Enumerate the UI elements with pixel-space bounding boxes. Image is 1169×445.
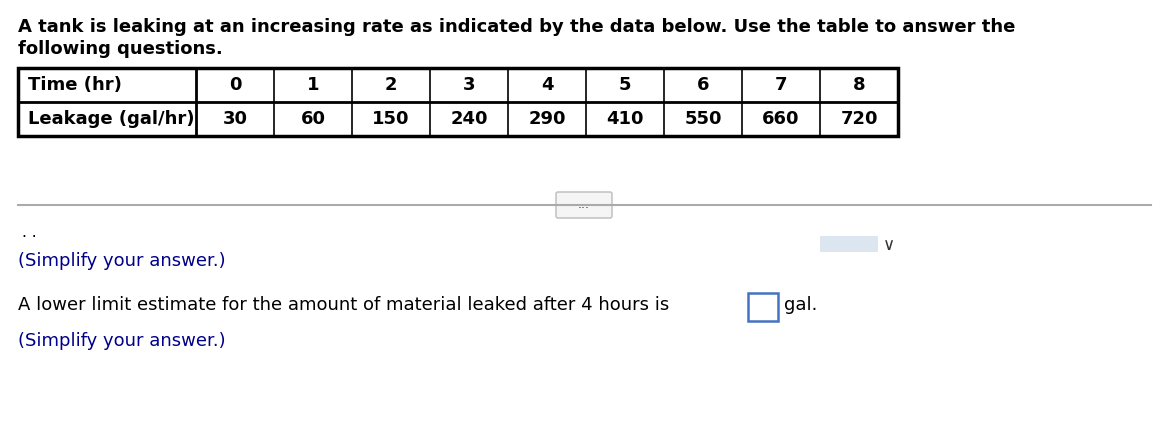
- Text: 720: 720: [841, 110, 878, 128]
- Text: 3: 3: [463, 76, 476, 94]
- Text: 150: 150: [372, 110, 410, 128]
- Text: ...: ...: [577, 198, 590, 211]
- Text: 5: 5: [618, 76, 631, 94]
- Text: 6: 6: [697, 76, 710, 94]
- Text: ∨: ∨: [883, 236, 895, 254]
- FancyBboxPatch shape: [556, 192, 613, 218]
- Text: 550: 550: [684, 110, 721, 128]
- Bar: [748, 293, 779, 321]
- Text: A lower limit estimate for the amount of material leaked after 4 hours is: A lower limit estimate for the amount of…: [18, 296, 669, 314]
- Text: 2: 2: [385, 76, 397, 94]
- Text: Leakage (gal/hr): Leakage (gal/hr): [28, 110, 194, 128]
- Text: Time (hr): Time (hr): [28, 76, 122, 94]
- Text: 1: 1: [306, 76, 319, 94]
- Text: 30: 30: [222, 110, 248, 128]
- Text: . .: . .: [22, 225, 36, 240]
- Text: A tank is leaking at an increasing rate as indicated by the data below. Use the : A tank is leaking at an increasing rate …: [18, 18, 1016, 36]
- Text: 7: 7: [775, 76, 787, 94]
- Text: 4: 4: [541, 76, 553, 94]
- Text: (Simplify your answer.): (Simplify your answer.): [18, 252, 226, 270]
- Text: following questions.: following questions.: [18, 40, 223, 58]
- Text: gal.: gal.: [784, 296, 817, 314]
- Text: 0: 0: [229, 76, 241, 94]
- Text: 240: 240: [450, 110, 487, 128]
- Text: (Simplify your answer.): (Simplify your answer.): [18, 332, 226, 350]
- Text: 8: 8: [852, 76, 865, 94]
- Bar: [18, 68, 898, 136]
- Text: 60: 60: [300, 110, 325, 128]
- Text: 290: 290: [528, 110, 566, 128]
- Text: 410: 410: [607, 110, 644, 128]
- Text: 660: 660: [762, 110, 800, 128]
- Bar: [819, 236, 878, 252]
